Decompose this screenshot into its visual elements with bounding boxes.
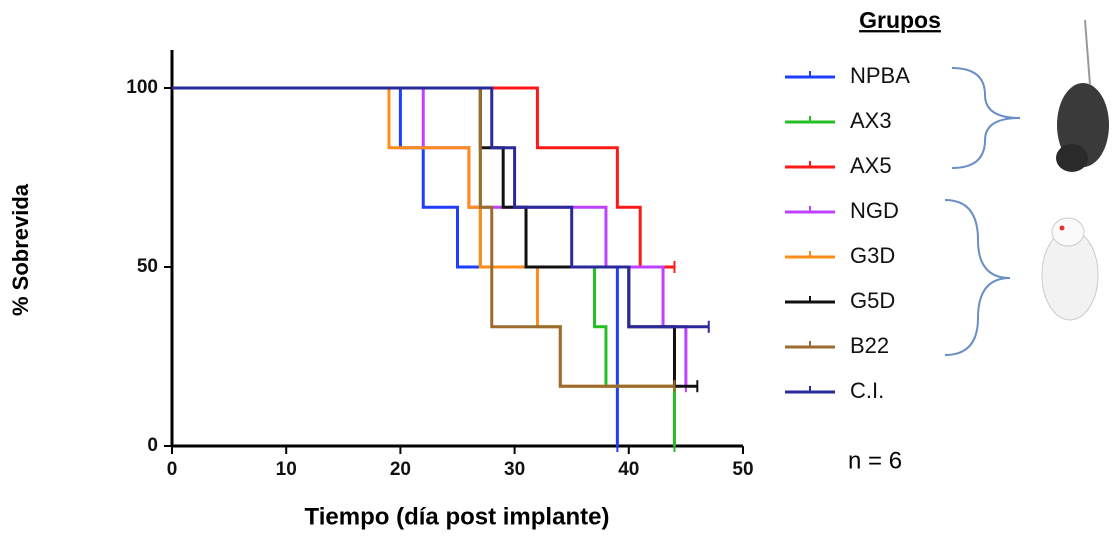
mouse-dark [1056, 19, 1109, 172]
y-tick-label: 100 [126, 77, 158, 98]
survival-line [172, 86, 709, 329]
legend-label: AX5 [850, 153, 892, 178]
survival-line [172, 86, 688, 387]
legend-label: G5D [850, 288, 895, 313]
legend-label: G3D [850, 243, 895, 268]
annotation: n = 6 [848, 447, 902, 474]
x-tick-label: 10 [276, 459, 297, 480]
x-axis-label: Tiempo (día post implante) [305, 503, 610, 530]
legend-label: B22 [850, 333, 889, 358]
legend-label: NGD [850, 198, 899, 223]
mouse-white [1041, 217, 1099, 321]
x-tick-label: 20 [390, 459, 411, 480]
bracket [951, 67, 1021, 169]
x-tick-label: 30 [504, 459, 525, 480]
legend-label: AX3 [850, 108, 892, 133]
y-tick-label: 0 [147, 435, 158, 456]
bracket [944, 199, 1011, 356]
legend-title: Grupos [859, 7, 941, 33]
x-tick-label: 50 [732, 459, 753, 480]
survival-line [172, 86, 675, 269]
legend-label: C.I. [850, 378, 884, 403]
y-axis-label: % Sobrevida [8, 183, 33, 316]
x-tick-label: 0 [167, 459, 178, 480]
legend-label: NPBA [850, 63, 910, 88]
y-tick-label: 50 [137, 256, 158, 277]
x-tick-label: 40 [618, 459, 639, 480]
survival-line [172, 86, 675, 388]
